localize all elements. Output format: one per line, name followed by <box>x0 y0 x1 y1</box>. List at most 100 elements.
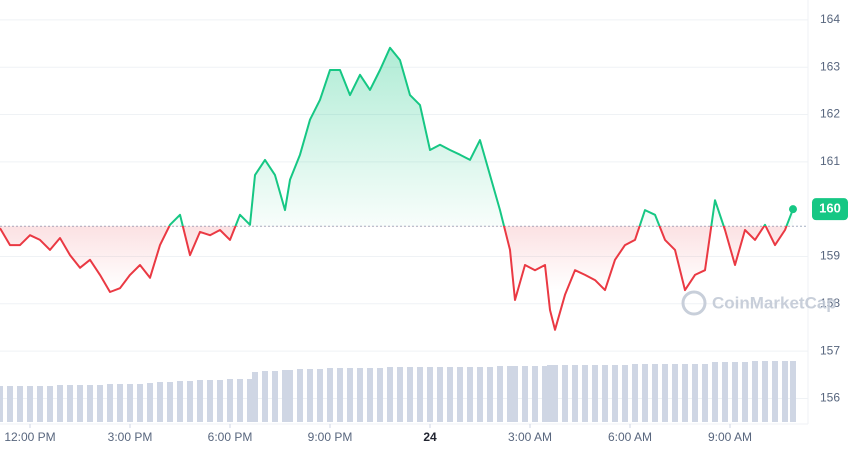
y-tick-label: 162 <box>820 107 840 121</box>
volume-bar <box>282 370 288 422</box>
volume-bar <box>167 382 173 422</box>
volume-bar <box>307 369 313 422</box>
volume-bar <box>347 368 353 422</box>
volume-bar <box>732 362 738 422</box>
x-tick-label: 3:00 PM <box>108 430 153 444</box>
volume-bar <box>487 367 493 422</box>
volume-bar <box>562 365 568 422</box>
volume-bar <box>722 362 728 422</box>
volume-bar <box>477 367 483 422</box>
volume-bar <box>337 368 343 422</box>
volume-bar <box>582 365 588 422</box>
volume-bar <box>592 365 598 422</box>
volume-bar <box>7 386 13 422</box>
volume-bar <box>447 367 453 422</box>
volume-bar <box>762 361 768 422</box>
price-badge-label: 160 <box>819 201 841 216</box>
volume-bar <box>572 365 578 422</box>
volume-bar <box>467 367 473 422</box>
volume-bar <box>137 384 143 422</box>
volume-bar <box>437 367 443 422</box>
volume-bar <box>397 367 403 422</box>
volume-bar <box>672 364 678 422</box>
volume-bar <box>57 385 63 422</box>
volume-bar <box>262 371 268 422</box>
volume-bar <box>97 385 103 422</box>
volume-bar <box>387 367 393 422</box>
watermark-text: CoinMarketCap <box>712 293 837 312</box>
y-tick-label: 159 <box>820 249 840 263</box>
volume-bar <box>272 371 278 422</box>
price-badge <box>812 198 848 221</box>
y-tick-label: 157 <box>820 343 840 357</box>
area <box>0 47 793 330</box>
x-tick-label: 9:00 PM <box>308 430 353 444</box>
x-tick-label: 24 <box>423 430 437 444</box>
volume-bar <box>77 385 83 422</box>
volume-bar <box>612 365 618 422</box>
volume-bar <box>107 384 113 422</box>
volume-bar <box>297 369 303 422</box>
volume-bar <box>547 365 553 422</box>
volume-bar <box>247 379 253 422</box>
watermark: CoinMarketCap <box>681 290 837 316</box>
volume-bar <box>457 367 463 422</box>
y-tick-label: 158 <box>820 296 840 310</box>
volume-bar <box>512 366 518 422</box>
last-point <box>789 205 797 214</box>
volume-bar <box>622 365 628 422</box>
y-tick-label: 164 <box>820 12 840 26</box>
x-tick-label: 6:00 AM <box>608 430 652 444</box>
volume-bar <box>147 383 153 422</box>
volume-bar <box>37 386 43 422</box>
volume-bar <box>407 367 413 422</box>
volume-bar <box>217 380 223 422</box>
volume-bar <box>552 365 558 422</box>
volume-bar <box>157 382 163 422</box>
volume-bar <box>642 364 648 422</box>
volume-bar <box>197 380 203 422</box>
volume-bar <box>317 369 323 422</box>
y-tick-label: 156 <box>820 391 840 405</box>
volume-bar <box>532 366 538 422</box>
volume-bar <box>427 367 433 422</box>
volume-bar <box>712 362 718 422</box>
volume-bar <box>602 365 608 422</box>
volume-bar <box>17 386 23 422</box>
volume-bar <box>507 366 513 422</box>
volume-bar <box>752 361 758 422</box>
volume-bar <box>177 381 183 422</box>
volume-bar <box>27 386 33 422</box>
price-line <box>0 46 794 331</box>
volume-bar <box>702 364 708 422</box>
volume-bar <box>772 361 778 422</box>
volume-bar <box>357 368 363 422</box>
y-tick-label: 163 <box>820 59 840 73</box>
volume-bar <box>67 385 73 422</box>
volume-bar <box>782 361 788 422</box>
x-tick-label: 6:00 PM <box>208 430 253 444</box>
volume-bar <box>497 366 503 422</box>
volume-bar <box>522 366 528 422</box>
volume-bar <box>662 364 668 422</box>
volume-bar <box>87 385 93 422</box>
volume-bar <box>542 366 548 422</box>
volume-bar <box>287 370 293 422</box>
volume-bar <box>417 367 423 422</box>
volume-bar <box>0 386 3 422</box>
volume-bar <box>367 368 373 422</box>
volume-bar <box>237 379 243 422</box>
x-tick-label: 3:00 AM <box>508 430 552 444</box>
y-tick-label: 161 <box>820 154 840 168</box>
x-tick-label: 9:00 AM <box>708 430 752 444</box>
volume-bar <box>187 381 193 422</box>
x-tick-label: 12:00 PM <box>4 430 55 444</box>
volume-bar <box>742 362 748 422</box>
volume-bar <box>682 364 688 422</box>
volume-bar <box>632 364 638 422</box>
volume-bar <box>227 379 233 422</box>
volume-bar <box>790 361 796 422</box>
volume-bar <box>327 368 333 422</box>
volume-bar <box>127 384 133 422</box>
